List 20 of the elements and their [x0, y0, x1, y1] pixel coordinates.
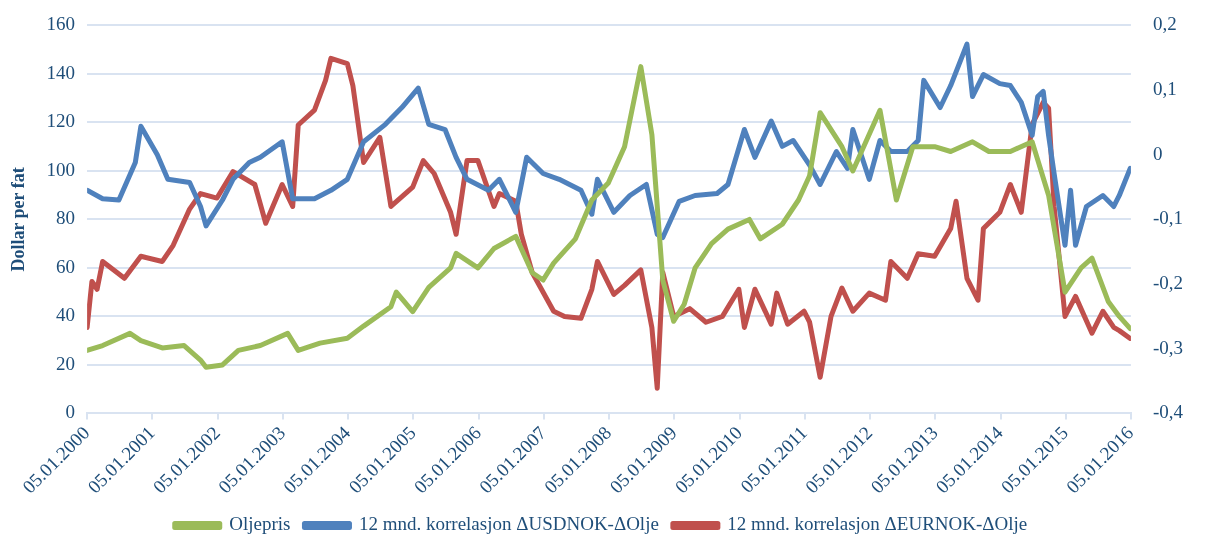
y2-tick-label: 0 — [1152, 142, 1163, 164]
y2-tick-label: -0,2 — [1152, 272, 1183, 294]
y2-tick-label: -0,4 — [1152, 401, 1184, 423]
y2-tick-label: 0,1 — [1152, 78, 1177, 100]
y2-tick-label: -0,3 — [1152, 336, 1183, 358]
y-tick-label: 120 — [46, 110, 76, 132]
y-tick-label: 60 — [56, 255, 76, 277]
legend-label: Oljepris — [229, 513, 291, 535]
y-tick-label: 20 — [56, 352, 76, 374]
y-axis-title: Dollar per fat — [8, 167, 29, 272]
y-tick-label: 140 — [46, 61, 76, 83]
y-tick-label: 160 — [46, 13, 76, 35]
y2-tick-label: -0,1 — [1152, 207, 1183, 229]
y-tick-label: 100 — [46, 158, 76, 180]
y-tick-label: 80 — [56, 207, 76, 229]
legend-label: 12 mnd. korrelasjon ΔUSDNOK-ΔOlje — [358, 513, 659, 535]
y-tick-label: 40 — [56, 304, 76, 326]
legend-label: 12 mnd. korrelasjon ΔEURNOK-ΔOlje — [727, 513, 1028, 535]
y2-tick-label: 0,2 — [1152, 13, 1177, 35]
y-tick-label: 0 — [65, 401, 76, 423]
